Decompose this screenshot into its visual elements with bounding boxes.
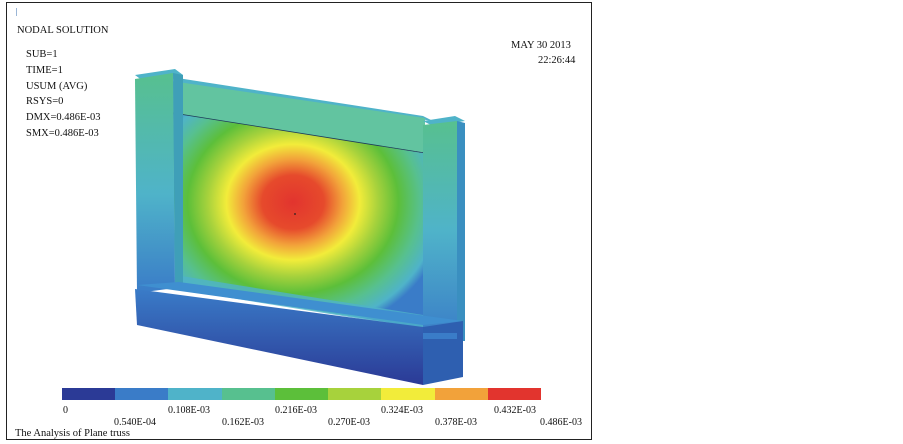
info-usum: USUM (AVG): [26, 81, 88, 92]
max-node-marker: [294, 213, 296, 215]
solution-title: NODAL SOLUTION: [17, 25, 109, 36]
legend-label-8: 0.432E-03: [494, 405, 536, 416]
info-rsys: RSYS=0: [26, 96, 64, 107]
right-column-lower: [423, 333, 457, 339]
legend-swatch-3: [221, 388, 275, 400]
info-time: TIME=1: [26, 65, 63, 76]
legend-label-9: 0.486E-03: [540, 417, 582, 428]
left-column-side: [173, 73, 183, 291]
figure-caption: The Analysis of Plane truss: [15, 428, 130, 439]
legend-label-4: 0.216E-03: [275, 405, 317, 416]
legend-colorbar: [62, 388, 541, 400]
legend-swatch-2: [168, 388, 222, 400]
legend-label-1: 0.540E-04: [114, 417, 156, 428]
top-beam-edge: [172, 112, 426, 154]
legend-swatch-7: [434, 388, 488, 400]
right-column-front: [423, 121, 457, 341]
date-label: MAY 30 2013: [511, 40, 571, 51]
legend-swatch-5: [328, 388, 382, 400]
legend-label-6: 0.324E-03: [381, 405, 423, 416]
base-top: [137, 282, 463, 325]
top-beam-front: [171, 81, 425, 153]
info-dmx: DMX=0.486E-03: [26, 112, 101, 123]
legend-swatch-8: [487, 388, 541, 400]
base-side: [423, 321, 463, 385]
corner-tick: [16, 8, 17, 16]
info-smx: SMX=0.486E-03: [26, 128, 99, 139]
info-sub: SUB=1: [26, 49, 58, 60]
legend-swatch-1: [115, 388, 169, 400]
legend-swatch-6: [381, 388, 435, 400]
plot-frame: NODAL SOLUTION SUB=1 TIME=1 USUM (AVG) R…: [6, 2, 592, 440]
time-label: 22:26:44: [538, 55, 576, 66]
right-column-top: [423, 116, 465, 126]
legend-label-5: 0.270E-03: [328, 417, 370, 428]
plate-contour: [173, 111, 423, 328]
legend-label-0: 0: [63, 405, 68, 416]
right-column-side: [457, 121, 465, 341]
contour-model: [135, 69, 465, 385]
legend-label-2: 0.108E-03: [168, 405, 210, 416]
legend-label-7: 0.378E-03: [435, 417, 477, 428]
left-column-front: [135, 73, 175, 293]
legend-swatch-4: [274, 388, 329, 400]
legend-swatch-0: [62, 388, 116, 400]
base-front: [135, 289, 423, 385]
legend-label-3: 0.162E-03: [222, 417, 264, 428]
